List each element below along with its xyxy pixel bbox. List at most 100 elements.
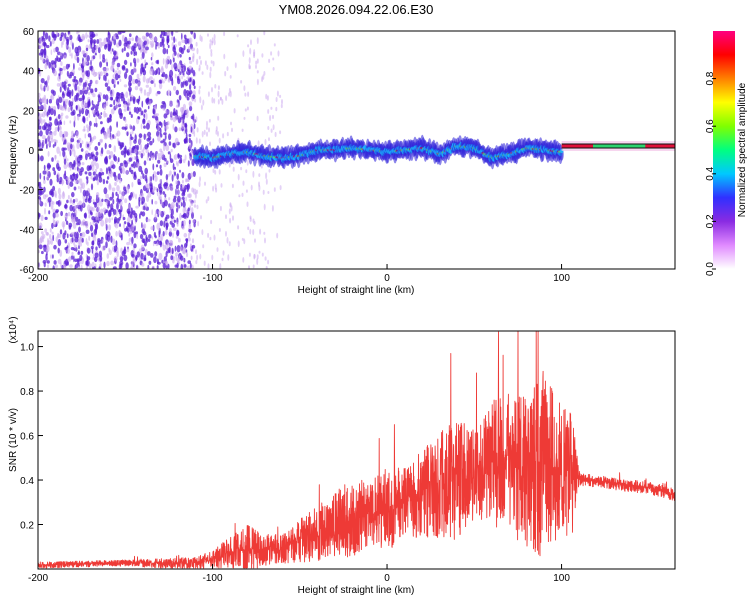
noise-point [66,38,69,46]
noise-point [147,105,150,110]
noise-point [185,238,189,242]
noise-point [116,185,120,192]
noise-point [179,169,181,173]
noise-point [124,198,128,204]
noise-point [260,165,263,169]
noise-point [84,212,87,219]
noise-point [175,89,179,96]
noise-point [115,209,118,216]
noise-point [248,57,251,64]
noise-point [179,157,183,164]
snr-y-label: SNR (10 * v/v) [8,408,19,472]
noise-point [253,54,256,59]
noise-point [188,92,192,98]
noise-point [52,234,55,242]
noise-point [134,85,139,91]
noise-point [133,174,137,181]
noise-point [60,61,63,66]
noise-point [122,65,126,70]
noise-point [202,244,205,249]
noise-point [168,231,173,237]
noise-point [191,238,195,244]
noise-point [110,260,114,266]
noise-point [59,86,62,93]
noise-point [51,190,55,198]
noise-point [176,221,179,227]
noise-point [99,139,103,144]
noise-point [128,232,131,237]
noise-point [145,98,149,104]
noise-point [53,170,57,176]
noise-point [154,213,157,220]
noise-point [84,133,87,139]
noise-point [169,69,174,77]
noise-point [211,86,213,93]
noise-point [171,174,174,182]
noise-point [183,257,186,263]
noise-point [113,36,116,40]
noise-point [225,95,228,102]
noise-point [270,51,273,56]
noise-point [187,207,190,212]
noise-point [156,258,159,265]
noise-point [74,264,77,269]
noise-point [170,185,174,192]
noise-point [149,157,151,161]
noise-point [176,245,181,253]
noise-point [162,58,165,65]
noise-point [56,177,59,183]
noise-point [147,191,152,198]
noise-point [42,170,47,175]
noise-point [109,114,112,119]
noise-point [272,57,275,61]
noise-point [134,212,138,219]
noise-point [263,71,266,76]
noise-point [109,196,113,201]
noise-point [116,62,121,68]
noise-point [185,132,188,139]
noise-point [149,182,153,187]
snr-x-tick-label: 0 [384,573,390,584]
noise-point [55,98,60,106]
noise-point [198,85,201,89]
noise-point [89,221,92,226]
noise-point [136,37,141,45]
noise-point [44,228,48,233]
noise-point [172,257,175,261]
noise-point [117,99,121,106]
noise-point [241,237,244,241]
noise-point [43,186,46,193]
spectrogram-y-label: Frequency (Hz) [8,116,19,185]
noise-point [44,207,46,215]
noise-point [96,39,100,44]
noise-point [162,144,166,152]
noise-point [69,120,72,124]
noise-point [136,144,139,151]
noise-point [213,39,216,46]
noise-point [199,253,202,260]
noise-point [106,150,111,155]
noise-point [183,112,186,120]
colorbar-gradient [713,31,735,269]
noise-point [145,46,149,51]
noise-point [41,97,46,101]
noise-point [101,245,106,251]
noise-point [247,226,250,231]
noise-point [95,80,97,85]
noise-point [177,52,180,59]
noise-point [42,260,47,264]
noise-point [78,185,80,190]
noise-point [45,62,48,66]
noise-point [129,96,132,102]
spectrogram-y-tick-label: -40 [20,225,35,236]
noise-point [122,162,125,168]
noise-point [172,46,176,53]
noise-point [143,160,147,166]
noise-point [85,153,88,161]
noise-point [155,68,158,75]
noise-point [222,250,225,256]
noise-point [187,260,191,264]
noise-point [209,141,211,147]
noise-point [237,225,240,230]
noise-point [48,98,53,104]
